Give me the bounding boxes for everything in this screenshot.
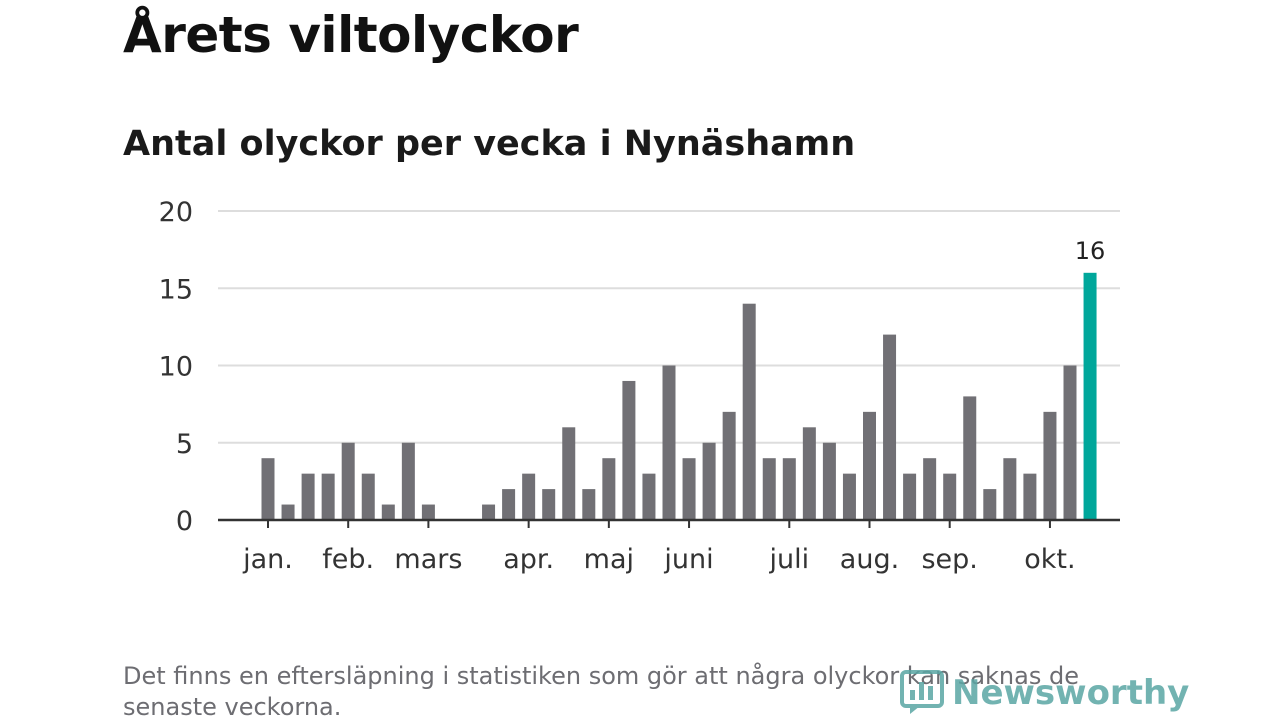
logo-text: Newsworthy (952, 673, 1190, 713)
bar (341, 442, 355, 520)
y-tick-label: 0 (176, 506, 193, 537)
bar (1043, 411, 1057, 520)
bar (883, 334, 897, 520)
bars (261, 272, 1097, 520)
bar (281, 504, 295, 520)
newsworthy-chart-icon (900, 670, 944, 714)
x-tick-label: mars (394, 544, 462, 575)
y-tick-label: 10 (159, 352, 193, 383)
bar (682, 458, 696, 520)
bar (923, 458, 937, 520)
bar (1023, 473, 1037, 520)
bar (782, 458, 796, 520)
x-axis: jan. feb. mars apr. maj juni juli aug. sep. okt. (218, 518, 1120, 575)
bar (963, 396, 977, 520)
bar (943, 473, 957, 520)
bar (1063, 365, 1077, 520)
page-title: Årets viltolyckor (123, 6, 579, 64)
bar (983, 489, 997, 520)
bar (642, 473, 656, 520)
bar (842, 473, 856, 520)
y-tick-label: 15 (159, 274, 193, 305)
bar (582, 489, 596, 520)
data-label: 16 (1075, 237, 1106, 265)
bar (421, 504, 435, 520)
bar (742, 303, 756, 520)
x-tick-label: jan. (242, 544, 293, 575)
bar (702, 442, 716, 520)
bar (381, 504, 395, 520)
bar (622, 380, 636, 520)
bar (903, 473, 917, 520)
bar (361, 473, 375, 520)
bar (662, 365, 676, 520)
bar (261, 458, 275, 520)
bar (401, 442, 415, 520)
bar (802, 427, 816, 520)
bar (522, 473, 536, 520)
x-tick-label: okt. (1024, 544, 1075, 575)
x-tick-label: sep. (921, 544, 977, 575)
bar (1003, 458, 1017, 520)
x-tick-label: feb. (322, 544, 374, 575)
x-tick-label: juni (663, 544, 713, 575)
newsworthy-logo[interactable]: Newsworthy (900, 668, 1189, 718)
bar (722, 411, 736, 520)
bar (542, 489, 556, 520)
bar (762, 458, 776, 520)
bar-highlight (1083, 272, 1097, 520)
y-tick-label: 20 (159, 197, 193, 228)
x-tick-label: aug. (840, 544, 899, 575)
bar (301, 473, 315, 520)
y-tick-labels: 0 5 10 15 20 (159, 197, 193, 537)
bar (562, 427, 576, 520)
chart-subtitle: Antal olyckor per vecka i Nynäshamn (123, 124, 856, 164)
bar (863, 411, 876, 520)
bar (502, 489, 516, 520)
bar (321, 473, 335, 520)
x-tick-label: juli (768, 544, 809, 575)
x-tick-label: maj (584, 544, 634, 575)
data-labels: 16 (1075, 237, 1106, 265)
bar (822, 442, 836, 520)
bar (482, 504, 496, 520)
bar (602, 458, 616, 520)
y-tick-label: 5 (176, 429, 193, 460)
x-tick-label: apr. (503, 544, 554, 575)
